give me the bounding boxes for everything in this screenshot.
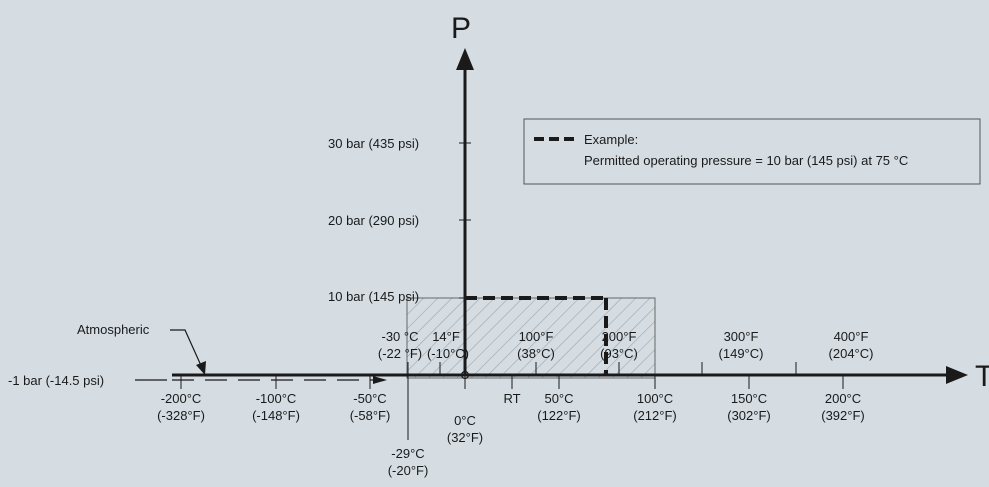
temp-upper-100f-top: 100°F xyxy=(519,329,554,344)
atmospheric-dash-arrow xyxy=(373,376,387,384)
atmospheric-pointer-head xyxy=(196,361,206,375)
legend-title: Example: xyxy=(584,132,638,147)
temp-label-minus29-c: -29°C xyxy=(391,446,424,461)
legend-text: Permitted operating pressure = 10 bar (1… xyxy=(584,153,908,168)
temp-upper-200f-top: 200°F xyxy=(602,329,637,344)
t-axis-label: T xyxy=(975,360,989,393)
pressure-label-20: 20 bar (290 psi) xyxy=(328,213,419,228)
temp-upper-300f-bottom: (149°C) xyxy=(719,346,764,361)
atmospheric-label: Atmospheric xyxy=(77,322,150,337)
temp-label-150-f: (302°F) xyxy=(727,408,771,423)
temp-label-rt: RT xyxy=(503,391,520,406)
temp-upper-300f-top: 300°F xyxy=(724,329,759,344)
temp-upper-100f-bottom: (38°C) xyxy=(517,346,555,361)
temp-label-100-f: (212°F) xyxy=(633,408,677,423)
permitted-range-area xyxy=(406,297,656,379)
temp-upper-400f-bottom: (204°C) xyxy=(829,346,874,361)
atmospheric-pointer xyxy=(170,329,204,371)
temp-upper-minus30-top: -30 °C xyxy=(382,329,419,344)
temp-label-minus100-f: (-148°F) xyxy=(252,408,300,423)
temp-label-100-c: 100°C xyxy=(637,391,673,406)
temp-upper-400f-top: 400°F xyxy=(834,329,869,344)
t-axis-arrow xyxy=(946,366,968,384)
temp-label-200-f: (392°F) xyxy=(821,408,865,423)
temp-upper-14f-bottom: (-10°C) xyxy=(427,346,469,361)
temp-label-50-f: (122°F) xyxy=(537,408,581,423)
p-axis-arrow xyxy=(456,48,474,70)
pressure-label-10: 10 bar (145 psi) xyxy=(328,289,419,304)
temp-label-200-c: 200°C xyxy=(825,391,861,406)
atmospheric-level-label: -1 bar (-14.5 psi) xyxy=(8,373,104,388)
temp-upper-14f-top: 14°F xyxy=(432,329,460,344)
temp-label-minus50-f: (-58°F) xyxy=(350,408,391,423)
temp-label-minus200-c: -200°C xyxy=(161,391,202,406)
temp-upper-minus30-bottom: (-22 °F) xyxy=(378,346,422,361)
temp-upper-200f-bottom: (93°C) xyxy=(600,346,638,361)
temp-label-minus200-f: (-328°F) xyxy=(157,408,205,423)
p-axis-label: P xyxy=(451,12,471,45)
legend-box: Example: Permitted operating pressure = … xyxy=(523,118,981,185)
pressure-label-30: 30 bar (435 psi) xyxy=(328,136,419,151)
temp-label-0-f: (32°F) xyxy=(447,430,483,445)
temp-label-minus50-c: -50°C xyxy=(353,391,386,406)
temp-label-50-c: 50°C xyxy=(544,391,573,406)
temp-label-150-c: 150°C xyxy=(731,391,767,406)
temp-label-0-c: 0°C xyxy=(454,413,476,428)
temp-label-minus100-c: -100°C xyxy=(256,391,297,406)
temp-label-minus29-f: (-20°F) xyxy=(388,463,429,478)
